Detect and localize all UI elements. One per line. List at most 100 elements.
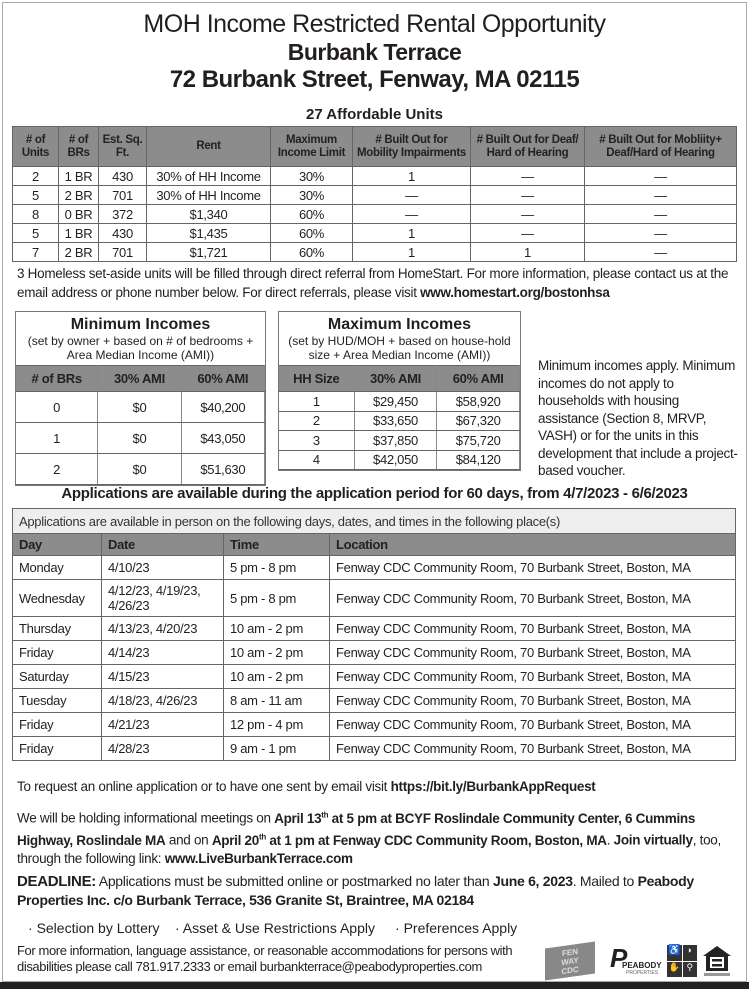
table-cell: 8 bbox=[12, 204, 59, 224]
table-cell: $1,435 bbox=[146, 223, 271, 243]
table-cell: 3 bbox=[279, 430, 355, 451]
column-header: # Built Out for Mobliity+ Deaf/Hard of H… bbox=[584, 126, 737, 167]
mailing-address: Peabody Properties Inc. c/o Burbank Terr… bbox=[17, 873, 694, 908]
table-cell: 2 bbox=[279, 410, 355, 431]
table-cell: — bbox=[470, 166, 585, 186]
table-row: 3 $37,850 $75,720 bbox=[279, 430, 520, 451]
table-cell: — bbox=[584, 223, 737, 243]
table-cell: $1,340 bbox=[146, 204, 271, 224]
bullet-2: · Asset & Use Restrictions Apply bbox=[175, 920, 375, 936]
schedule-header-row: Day Date Time Location bbox=[12, 533, 736, 556]
bottom-bar bbox=[0, 982, 749, 989]
column-header: Maximum Income Limit bbox=[270, 126, 353, 167]
column-header: Rent bbox=[146, 126, 271, 167]
table-cell: 701 bbox=[98, 185, 147, 205]
table-row: 4 $42,050 $84,120 bbox=[279, 449, 520, 470]
table-cell: — bbox=[470, 185, 585, 205]
column-header: Est. Sq. Ft. bbox=[98, 126, 147, 167]
table-cell: $0 bbox=[97, 453, 182, 485]
wheelchair-icon: ♿ bbox=[667, 945, 682, 961]
schedule-table: Applications are available in person on … bbox=[12, 508, 736, 761]
max-incomes-title: Maximum Incomes bbox=[327, 316, 472, 333]
table-cell: 4/18/23, 4/26/23 bbox=[101, 688, 224, 713]
table-cell: Friday bbox=[12, 712, 102, 737]
table-cell: 4/10/23 bbox=[101, 555, 224, 580]
table-cell: $75,720 bbox=[436, 430, 520, 451]
table-cell: — bbox=[470, 223, 585, 243]
table-cell: — bbox=[584, 166, 737, 186]
table-cell: 5 pm - 8 pm bbox=[223, 579, 330, 617]
column-header: 30% AMI bbox=[354, 365, 438, 392]
online-app-link[interactable]: https://bit.ly/BurbankAppRequest bbox=[390, 779, 596, 794]
table-cell: $58,920 bbox=[436, 391, 520, 412]
bullet-3: · Preferences Apply bbox=[395, 920, 518, 936]
table-cell: 8 am - 11 am bbox=[223, 688, 330, 713]
table-cell: $0 bbox=[97, 391, 182, 423]
property-address: 72 Burbank Street, Fenway, MA 02115 bbox=[169, 66, 580, 93]
column-header: # Built Out for Deaf/ Hard of Hearing bbox=[470, 126, 585, 167]
table-cell: $0 bbox=[97, 422, 182, 454]
table-row: Wednesday 4/12/23, 4/19/23, 4/26/23 5 pm -… bbox=[12, 579, 736, 617]
table-cell: Fenway CDC Community Room, 70 Burbank St… bbox=[329, 640, 736, 665]
table-cell: — bbox=[352, 185, 471, 205]
table-cell: Fenway CDC Community Room, 70 Burbank St… bbox=[329, 616, 736, 641]
table-cell: $1,721 bbox=[146, 242, 271, 262]
table-cell: 10 am - 2 pm bbox=[223, 616, 330, 641]
table-cell: 60% bbox=[270, 242, 353, 262]
column-header: 60% AMI bbox=[181, 365, 266, 392]
table-cell: 4 bbox=[279, 449, 355, 470]
table-row: 2 $33,650 $67,320 bbox=[279, 410, 520, 431]
units-title: 27 Affordable Units bbox=[306, 106, 443, 123]
table-cell: 701 bbox=[98, 242, 147, 262]
table-cell: 60% bbox=[270, 223, 353, 243]
table-row: Friday 4/14/23 10 am - 2 pm Fenway CDC Comm… bbox=[12, 640, 736, 665]
table-cell: $51,630 bbox=[181, 453, 266, 485]
table-row: Monday 4/10/23 5 pm - 8 pm Fenway CDC Commu… bbox=[12, 555, 736, 580]
column-header: # of BRs bbox=[58, 126, 99, 167]
table-cell: 1 bbox=[16, 422, 99, 454]
table-cell: Saturday bbox=[12, 664, 102, 689]
property-name: Burbank Terrace bbox=[287, 39, 462, 65]
table-cell: 5 bbox=[12, 223, 59, 243]
table-cell: 4/12/23, 4/19/23, 4/26/23 bbox=[101, 579, 224, 617]
header-line1: MOH Income Restricted Rental Opportunity bbox=[143, 10, 606, 38]
table-cell: 2 BR bbox=[58, 185, 99, 205]
units-table: # of Units # of BRs Est. Sq. Ft. Rent Maximu… bbox=[12, 126, 737, 262]
column-header: Location bbox=[329, 533, 736, 556]
table-cell: Fenway CDC Community Room, 70 Burbank St… bbox=[329, 712, 736, 737]
table-cell: Friday bbox=[12, 640, 102, 665]
table-cell: 60% bbox=[270, 204, 353, 224]
table-cell: 2 bbox=[16, 453, 99, 485]
table-cell: Friday bbox=[12, 736, 102, 761]
live-link[interactable]: www.LiveBurbankTerrace.com bbox=[164, 851, 353, 866]
table-cell: Tuesday bbox=[12, 688, 102, 713]
table-cell: $40,200 bbox=[181, 391, 266, 423]
table-row: 2 $0 $51,630 bbox=[16, 453, 266, 485]
table-cell: 2 bbox=[12, 166, 59, 186]
column-header: # of BRs bbox=[16, 365, 99, 392]
table-cell: Wednesday bbox=[12, 579, 102, 617]
table-cell: Thursday bbox=[12, 616, 102, 641]
table-cell: 7 bbox=[12, 242, 59, 262]
table-row: Thursday 4/13/23, 4/20/23 10 am - 2 pm Fenw… bbox=[12, 616, 736, 641]
column-header: 30% AMI bbox=[97, 365, 182, 392]
min-incomes-title: Minimum Incomes bbox=[70, 316, 211, 333]
table-cell: 1 bbox=[279, 391, 355, 412]
table-cell: Monday bbox=[12, 555, 102, 580]
table-cell: Fenway CDC Community Room, 70 Burbank St… bbox=[329, 688, 736, 713]
table-row: 0 $0 $40,200 bbox=[16, 391, 266, 423]
column-header: 60% AMI bbox=[436, 365, 520, 392]
table-cell: 5 bbox=[12, 185, 59, 205]
table-cell: — bbox=[584, 204, 737, 224]
deadline-info: DEADLINE: Applications must be submitted… bbox=[17, 873, 694, 908]
table-cell: 1 bbox=[352, 166, 471, 186]
homestart-link[interactable]: www.homestart.org/bostonhsa bbox=[420, 285, 610, 300]
column-header: # Built Out for Mobility Impairments bbox=[352, 126, 471, 167]
table-cell: $37,850 bbox=[354, 430, 438, 451]
table-cell: 4/13/23, 4/20/23 bbox=[101, 616, 224, 641]
equal-housing-icon bbox=[701, 944, 733, 978]
